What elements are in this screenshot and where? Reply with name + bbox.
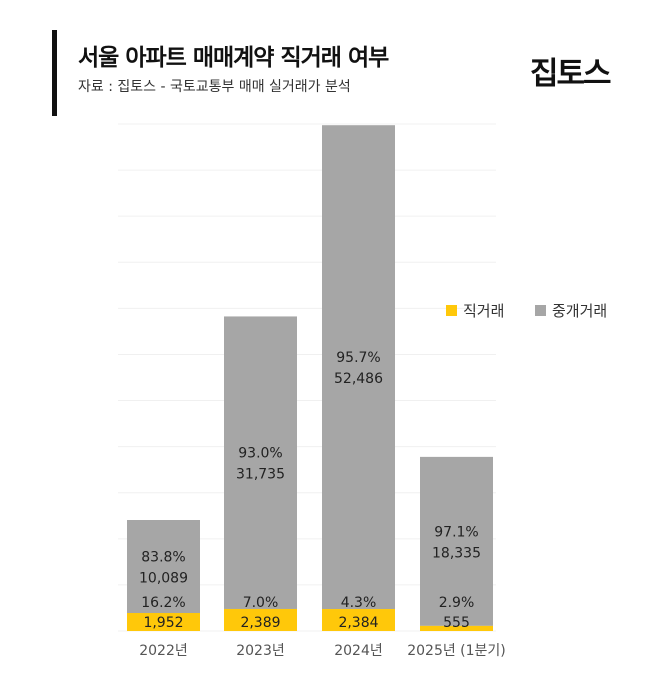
x-tick-label: 2022년 [139,643,188,659]
label-broker-pct: 97.1% [434,524,478,540]
label-direct-value: 2,384 [338,615,378,631]
legend-label-direct: 직거래 [463,302,505,320]
label-direct-pct: 7.0% [243,595,279,611]
legend-swatch-broker [535,305,546,316]
legend-swatch-direct [446,305,457,316]
bar-direct [322,609,395,631]
x-tick-label: 2023년 [236,643,285,659]
label-direct-value: 555 [443,615,470,631]
legend-label-broker: 중개거래 [552,302,608,320]
label-broker-value: 52,486 [334,371,383,387]
bar-direct [420,625,493,631]
chart-subtitle: 자료 : 집토스 - 국토교통부 매매 실거래가 분석 [78,79,351,95]
label-direct-pct: 16.2% [141,595,185,611]
label-broker-value: 31,735 [236,467,285,483]
label-broker-value: 10,089 [139,571,188,587]
bar-broker [322,125,395,610]
label-broker-pct: 83.8% [141,550,185,566]
label-broker-value: 18,335 [432,545,481,561]
x-tick-label: 2025년 (1분기) [407,643,506,659]
bar-broker [224,316,297,609]
label-direct-value: 1,952 [143,615,183,631]
bar-direct [224,608,297,631]
legend-item-broker: 중개거래 [535,300,607,321]
chart-title: 서울 아파트 매매계약 직거래 여부 [78,45,389,71]
bar-broker [420,456,493,626]
label-direct-pct: 4.3% [341,595,377,611]
bar-broker [127,520,200,614]
label-direct-value: 2,389 [240,615,280,631]
bar-direct [127,613,200,631]
title-accent-bar [52,30,57,116]
x-tick-label: 2024년 [334,643,383,659]
label-broker-pct: 93.0% [238,446,282,462]
label-broker-pct: 95.7% [336,350,380,366]
legend-item-direct: 직거래 [446,300,504,321]
label-direct-pct: 2.9% [439,595,475,611]
brand-logo: 집토스 [530,56,612,92]
